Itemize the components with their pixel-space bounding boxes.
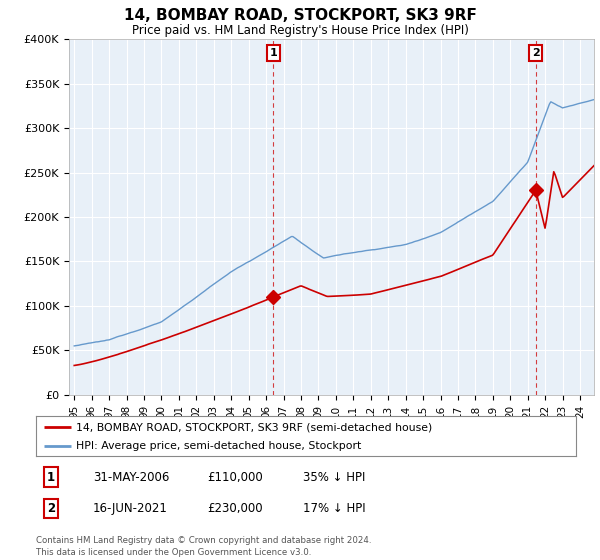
Text: Contains HM Land Registry data © Crown copyright and database right 2024.
This d: Contains HM Land Registry data © Crown c… (36, 536, 371, 557)
Text: 17% ↓ HPI: 17% ↓ HPI (303, 502, 365, 515)
Text: 1: 1 (269, 48, 277, 58)
Text: 1: 1 (47, 470, 55, 484)
Text: HPI: Average price, semi-detached house, Stockport: HPI: Average price, semi-detached house,… (77, 441, 362, 451)
Text: 14, BOMBAY ROAD, STOCKPORT, SK3 9RF (semi-detached house): 14, BOMBAY ROAD, STOCKPORT, SK3 9RF (sem… (77, 422, 433, 432)
Text: 14, BOMBAY ROAD, STOCKPORT, SK3 9RF: 14, BOMBAY ROAD, STOCKPORT, SK3 9RF (124, 8, 476, 24)
Text: 31-MAY-2006: 31-MAY-2006 (93, 470, 169, 484)
Text: 35% ↓ HPI: 35% ↓ HPI (303, 470, 365, 484)
Text: Price paid vs. HM Land Registry's House Price Index (HPI): Price paid vs. HM Land Registry's House … (131, 24, 469, 37)
Text: 16-JUN-2021: 16-JUN-2021 (93, 502, 168, 515)
Text: £230,000: £230,000 (207, 502, 263, 515)
Text: 2: 2 (532, 48, 539, 58)
Text: £110,000: £110,000 (207, 470, 263, 484)
Text: 2: 2 (47, 502, 55, 515)
